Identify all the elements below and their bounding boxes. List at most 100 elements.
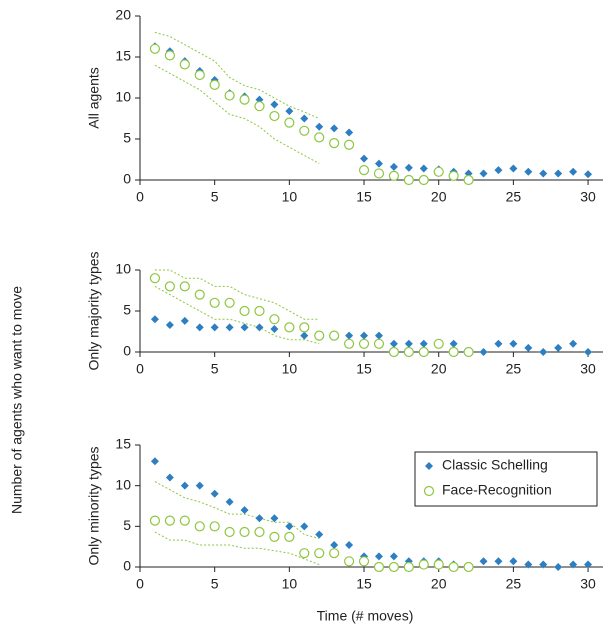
band-lower xyxy=(154,64,320,165)
band-upper xyxy=(154,481,320,540)
y-tick-label: 10 xyxy=(115,89,131,105)
circle-marker xyxy=(269,110,280,122)
circle-marker xyxy=(403,346,414,358)
circle-marker xyxy=(209,521,220,532)
x-tick-label: 10 xyxy=(282,189,298,205)
diamond-marker xyxy=(345,331,354,340)
circle-marker xyxy=(224,297,235,308)
circle-marker xyxy=(358,165,370,176)
diamond-marker xyxy=(449,339,458,348)
circle-marker xyxy=(254,305,265,317)
circle-marker xyxy=(314,132,325,143)
x-tick-label: 5 xyxy=(211,576,219,592)
diamond-marker xyxy=(389,339,398,348)
diamond-marker xyxy=(180,481,189,490)
circle-marker xyxy=(463,174,474,186)
diamond-marker xyxy=(494,339,503,348)
diamond-marker xyxy=(584,560,593,569)
diamond-marker xyxy=(554,169,563,178)
circle-marker xyxy=(239,526,250,538)
diamond-marker xyxy=(494,557,503,566)
band-lower xyxy=(154,531,320,566)
y-tick-label: 15 xyxy=(115,48,131,64)
legend-label: Face-Recognition xyxy=(442,482,552,498)
diamond-marker xyxy=(225,497,234,506)
circle-marker xyxy=(403,561,414,573)
diamond-marker xyxy=(524,560,533,569)
circle-marker xyxy=(224,90,235,101)
band-upper xyxy=(154,269,320,320)
circle-marker xyxy=(299,548,310,559)
circle-marker xyxy=(448,561,459,573)
circle-marker xyxy=(314,330,325,341)
x-tick-label: 20 xyxy=(431,361,447,377)
x-tick-label: 25 xyxy=(506,361,522,377)
y-tick-label: 0 xyxy=(123,343,131,359)
y-axis-label: Only majority types xyxy=(86,251,102,370)
diamond-marker xyxy=(300,522,309,531)
diamond-marker xyxy=(315,122,324,131)
x-tick-label: 0 xyxy=(136,576,144,592)
x-tick-label: 15 xyxy=(356,361,372,377)
x-tick-label: 20 xyxy=(431,189,447,205)
circle-marker xyxy=(423,485,435,497)
diamond-marker xyxy=(539,169,548,178)
x-tick-label: 25 xyxy=(506,189,522,205)
diamond-marker xyxy=(569,167,578,176)
circle-marker xyxy=(269,314,280,325)
circle-marker xyxy=(179,515,190,526)
circle-marker xyxy=(358,556,370,567)
diamond-marker xyxy=(584,348,593,356)
diamond-marker xyxy=(539,560,548,569)
diamond-marker xyxy=(479,169,488,178)
y-tick-label: 0 xyxy=(123,558,131,574)
x-tick-label: 0 xyxy=(136,361,144,377)
diamond-marker xyxy=(419,164,428,173)
diamond-marker xyxy=(150,457,159,466)
diamond-marker xyxy=(210,489,219,498)
circle-marker xyxy=(433,338,444,349)
circle-marker xyxy=(284,117,295,128)
circle-marker xyxy=(388,561,400,573)
diamond-marker xyxy=(479,348,488,356)
x-tick-label: 0 xyxy=(136,189,144,205)
diamond-marker xyxy=(509,164,518,173)
diamond-marker xyxy=(584,170,593,179)
y-axis-label: All agents xyxy=(86,67,102,128)
circle-marker xyxy=(209,79,220,90)
circle-marker xyxy=(179,281,190,292)
circle-marker xyxy=(433,166,444,177)
diamond-marker xyxy=(374,552,383,561)
y-tick-label: 5 xyxy=(123,302,131,318)
y-tick-label: 20 xyxy=(115,7,131,23)
circle-marker xyxy=(164,515,175,526)
y-tick-label: 15 xyxy=(115,436,131,452)
circle-marker xyxy=(329,138,340,149)
circle-marker xyxy=(343,338,355,349)
circle-marker xyxy=(254,101,265,112)
circle-marker xyxy=(343,556,355,567)
legend-box xyxy=(414,451,598,507)
circle-marker xyxy=(388,346,400,358)
x-tick-label: 30 xyxy=(580,361,596,377)
diamond-marker xyxy=(479,557,488,566)
circle-marker xyxy=(194,69,205,81)
circle-marker xyxy=(358,338,370,349)
circle-marker xyxy=(403,174,414,186)
circle-marker xyxy=(329,330,340,341)
diamond-marker xyxy=(374,159,383,168)
circle-marker xyxy=(149,43,161,54)
diamond-marker xyxy=(404,163,413,172)
circle-marker xyxy=(299,125,310,136)
circle-marker xyxy=(239,305,250,317)
x-tick-label: 15 xyxy=(356,189,372,205)
diamond-marker xyxy=(389,552,398,561)
circle-marker xyxy=(194,521,205,532)
diamond-marker xyxy=(210,323,219,332)
diamond-marker xyxy=(285,107,294,116)
y-tick-label: 0 xyxy=(123,171,131,187)
y-axis-label: Only minority types xyxy=(86,446,102,565)
x-tick-label: 30 xyxy=(580,576,596,592)
circle-marker xyxy=(418,559,429,570)
x-tick-label: 20 xyxy=(431,576,447,592)
